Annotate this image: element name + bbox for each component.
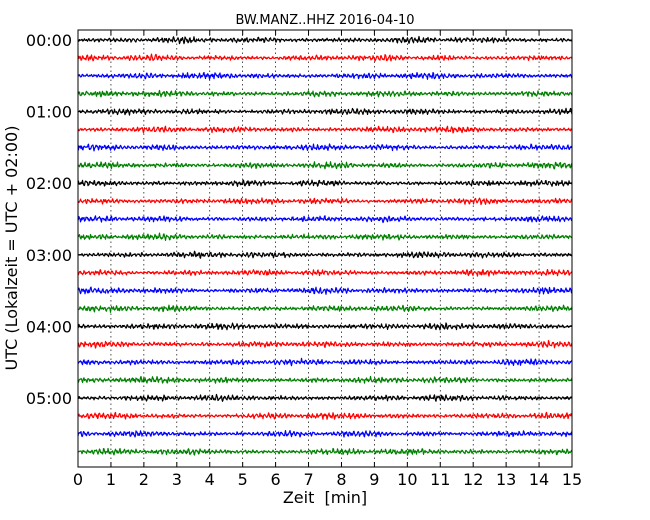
seismic-trace — [77, 322, 573, 331]
seismic-trace — [77, 286, 573, 295]
seismic-trace — [77, 339, 573, 349]
trace-layer — [77, 35, 573, 456]
seismic-trace — [77, 411, 573, 420]
seismic-trace — [77, 429, 573, 438]
grid-lines — [110, 30, 540, 467]
x-tick-label: 7 — [303, 470, 313, 489]
seismic-trace — [77, 304, 573, 313]
x-tick-label: 11 — [430, 470, 450, 489]
x-tick-label: 3 — [172, 470, 182, 489]
chart-title: BW.MANZ..HHZ 2016-04-10 — [235, 13, 414, 28]
y-tick-label: 04:00 — [26, 317, 72, 336]
seismic-trace — [77, 35, 573, 45]
seismic-trace — [77, 232, 573, 241]
y-tick-label: 05:00 — [26, 389, 72, 408]
seismic-trace — [77, 357, 573, 367]
x-tick-label: 9 — [369, 470, 379, 489]
seismic-trace — [77, 71, 573, 80]
x-tick-label: 12 — [463, 470, 483, 489]
seismic-trace — [77, 375, 573, 384]
y-tick-label: 03:00 — [26, 246, 72, 265]
y-tick-label: 01:00 — [26, 103, 72, 122]
seismic-trace — [77, 53, 573, 62]
x-tick-label: 1 — [106, 470, 116, 489]
x-tick-label: 14 — [529, 470, 549, 489]
seismic-trace — [77, 447, 573, 456]
y-axis-label: UTC (Lokalzeit = UTC + 02:00) — [2, 126, 21, 371]
seismic-trace — [77, 215, 573, 224]
x-tick-label: 0 — [73, 470, 83, 489]
seismic-trace — [77, 143, 573, 152]
x-tick-label: 13 — [496, 470, 516, 489]
y-tick-label: 00:00 — [26, 31, 72, 50]
x-tick-label: 15 — [562, 470, 582, 489]
y-tick-label: 02:00 — [26, 174, 72, 193]
x-tick-label: 5 — [238, 470, 248, 489]
seismic-trace — [77, 268, 573, 277]
y-axis: 00:00 01:00 02:00 03:00 04:00 05:00 — [26, 31, 572, 408]
x-axis-label: Zeit [min] — [283, 488, 367, 507]
seismic-trace — [77, 89, 573, 98]
seismic-trace — [77, 197, 573, 206]
x-tick-label: 6 — [271, 470, 281, 489]
seismic-trace — [77, 179, 573, 187]
x-tick-label: 8 — [336, 470, 346, 489]
seismic-trace — [77, 250, 573, 259]
seismic-trace — [77, 161, 573, 170]
x-tick-label: 2 — [139, 470, 149, 489]
seismic-trace — [77, 107, 573, 116]
x-tick-label: 10 — [397, 470, 417, 489]
seismic-trace — [77, 125, 573, 134]
seismic-trace — [77, 393, 573, 402]
x-axis: 0 1 2 3 4 5 6 7 8 9 10 11 12 13 14 15 — [73, 30, 582, 489]
x-tick-label: 4 — [205, 470, 215, 489]
plot-frame — [77, 29, 573, 468]
